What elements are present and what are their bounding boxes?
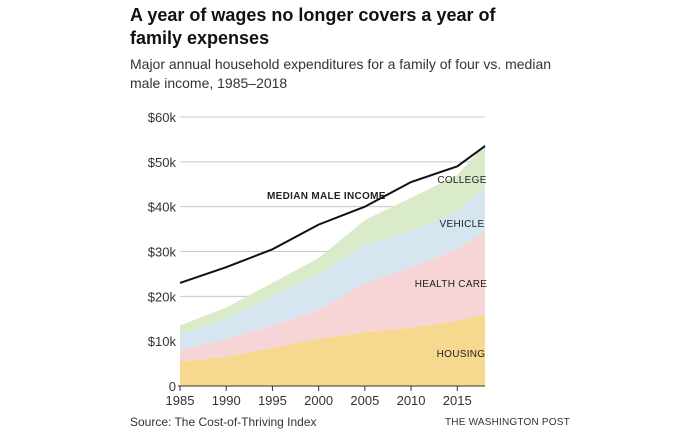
series-label-college: COLLEGE [437,175,486,186]
y-tick-label: $10k [148,334,177,349]
x-tick-label: 2000 [304,393,333,408]
y-tick-label: $30k [148,245,177,260]
series-label-vehicle: VEHICLE [440,219,485,230]
area-layer [180,143,485,386]
area-health-care [180,231,485,362]
y-tick-label: $60k [148,110,177,125]
area-college [180,143,485,335]
series-label-housing: HOUSING [437,349,486,360]
axis-layer: 0 $10k $20k $30k $40k $50k $60k 1985 1990 1995 200… [148,110,485,408]
series-label-layer: HOUSING HEALTH CARE VEHICLE COLLEGE MEDIAN M… [267,175,487,360]
x-tick-label: 2015 [443,393,472,408]
source-note: Source: The Cost-of-Thriving Index [130,415,317,429]
publisher-credit: THE WASHINGTON POST [445,417,570,428]
x-tick-label: 1985 [166,393,195,408]
y-tick-label: $20k [148,289,177,304]
x-tick-label: 1990 [212,393,241,408]
median-male-income-line [179,145,486,284]
y-tick-label: 0 [169,379,176,394]
line-layer [179,145,486,284]
chart-title: A year of wages no longer covers a year … [130,5,496,48]
area-housing [180,314,485,386]
series-label-health-care: HEALTH CARE [415,279,488,290]
x-tick-label: 2005 [350,393,379,408]
area-vehicle [180,186,485,351]
chart-subtitle: Major annual household expenditures for … [130,56,552,91]
y-tick-label: $40k [148,200,177,215]
x-tick-label: 2010 [397,393,426,408]
series-label-income: MEDIAN MALE INCOME [267,191,386,202]
x-tick-label: 1995 [258,393,287,408]
y-tick-label: $50k [148,155,177,170]
